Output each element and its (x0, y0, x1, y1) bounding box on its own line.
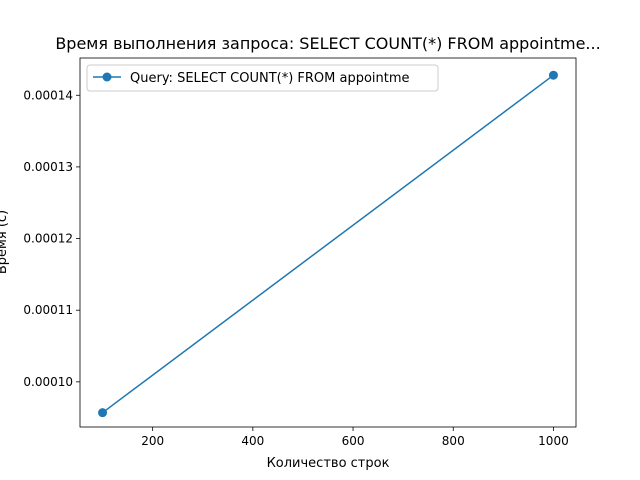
x-tick-label: 1000 (538, 434, 569, 448)
legend-marker-swatch (102, 72, 112, 82)
y-axis: 0.00010 0.00011 0.00012 0.00013 0.00014 (23, 88, 80, 389)
y-tick-label: 0.00012 (23, 232, 73, 246)
x-tick-label: 800 (442, 434, 465, 448)
legend-box (86, 64, 439, 92)
x-tick-label: 400 (241, 434, 264, 448)
data-point (98, 408, 108, 418)
series-line (102, 74, 554, 414)
y-axis-label: Время (с) (0, 210, 10, 274)
x-axis-label: Количество строк (267, 456, 390, 471)
chart-title: Время выполнения запроса: SELECT COUNT(*… (55, 34, 600, 53)
y-tick-label: 0.00010 (23, 375, 73, 389)
legend-entry-label: Query: SELECT COUNT(*) FROM appointme (130, 71, 410, 86)
y-tick-label: 0.00014 (23, 88, 73, 102)
y-tick-label: 0.00011 (23, 303, 73, 317)
legend: Query: SELECT COUNT(*) FROM appointme (86, 64, 439, 92)
y-tick-label: 0.00013 (23, 160, 73, 174)
x-axis: 200 400 600 800 1000 (141, 427, 569, 448)
axes-frame (79, 57, 577, 428)
x-tick-label: 600 (342, 434, 365, 448)
plot-area (98, 70, 558, 418)
x-tick-label: 200 (141, 434, 164, 448)
data-point (548, 70, 558, 80)
